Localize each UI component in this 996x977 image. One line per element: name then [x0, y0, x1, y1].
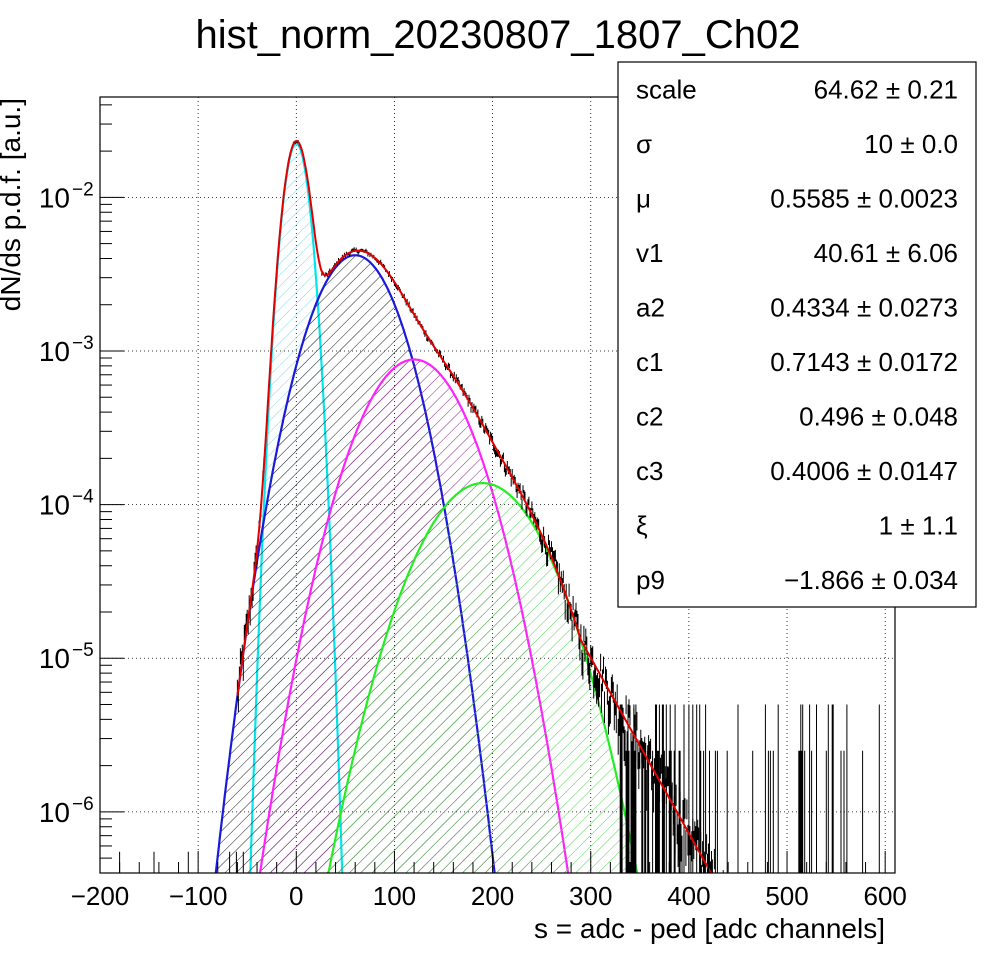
y-tick-exponent: −2	[72, 179, 94, 200]
stats-param-name: ξ	[636, 510, 648, 540]
stats-param-name: μ	[636, 183, 651, 213]
stats-param-value: 0.5585 ± 0.0023	[770, 183, 958, 213]
y-axis: 10−610−510−410−310−2	[39, 104, 124, 874]
y-tick-exponent: −4	[72, 487, 94, 508]
stats-param-name: scale	[636, 74, 697, 104]
y-tick-exponent: −6	[72, 794, 94, 815]
x-tick-label: −200	[71, 881, 130, 911]
y-tick-label: 10	[39, 182, 70, 213]
x-axis-label: s = adc - ped [adc channels]	[534, 913, 885, 944]
stats-param-value: −1.866 ± 0.034	[784, 565, 958, 595]
y-tick-exponent: −5	[72, 640, 94, 661]
x-tick-label: 200	[471, 881, 514, 911]
y-tick-label: 10	[39, 643, 70, 674]
stats-param-value: 0.496 ± 0.048	[799, 401, 958, 431]
x-tick-label: 0	[289, 881, 303, 911]
x-tick-label: 600	[863, 881, 906, 911]
stats-param-name: a2	[636, 292, 665, 322]
x-tick-label: 100	[373, 881, 416, 911]
stats-box: scale 64.62 ± 0.21 σ 10 ± 0.0 μ 0.5585 ± 0.00…	[617, 61, 977, 608]
plot-content	[119, 139, 880, 873]
y-tick-exponent: −3	[72, 333, 94, 354]
y-tick-label: 10	[39, 490, 70, 521]
total-fit-curve	[236, 139, 713, 873]
x-tick-label: 400	[667, 881, 710, 911]
stats-param-value: 40.61 ± 6.06	[814, 238, 958, 268]
stats-param-name: p9	[636, 565, 665, 595]
y-axis-label: dN/ds p.d.f. [a.u.]	[0, 98, 26, 311]
x-tick-label: 500	[765, 881, 808, 911]
y-tick-label: 10	[39, 336, 70, 367]
stats-param-name: v1	[636, 238, 663, 268]
y-tick-label: 10	[39, 797, 70, 828]
chart-title: hist_norm_20230807_1807_Ch02	[196, 13, 801, 57]
stats-param-name: c1	[636, 347, 663, 377]
x-axis: −200 −100 0 100 200 300 400 500 600	[71, 851, 907, 911]
stats-param-name: c3	[636, 456, 663, 486]
stats-param-value: 64.62 ± 0.21	[814, 74, 958, 104]
stats-param-value: 0.7143 ± 0.0172	[770, 347, 958, 377]
x-tick-label: 300	[569, 881, 612, 911]
stats-param-name: c2	[636, 401, 663, 431]
stats-param-value: 0.4334 ± 0.0273	[770, 292, 958, 322]
stats-param-value: 10 ± 0.0	[864, 129, 958, 159]
stats-param-value: 0.4006 ± 0.0147	[770, 456, 958, 486]
stats-box-frame	[617, 61, 977, 608]
stats-param-value: 1 ± 1.1	[879, 510, 958, 540]
stats-param-name: σ	[636, 129, 652, 159]
x-tick-label: −100	[169, 881, 228, 911]
component-4-curve	[327, 482, 639, 873]
component-2-curve	[214, 254, 496, 873]
